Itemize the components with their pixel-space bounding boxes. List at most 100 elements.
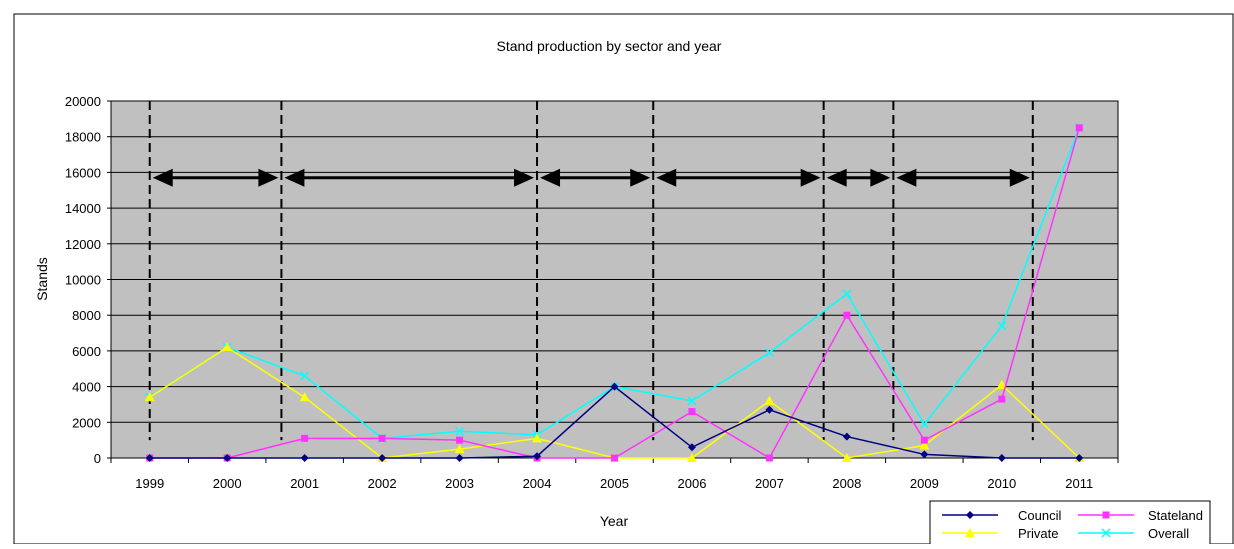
plot-area: 0 2000 4000 6000 8000 10000 12000 14000 16000 180… (65, 94, 1119, 491)
data-point-private (764, 395, 775, 405)
x-tick-label: 2006 (678, 476, 707, 491)
x-marker-stroke (300, 371, 310, 381)
data-point-overall (455, 426, 465, 436)
data-point-council (300, 454, 309, 462)
legend-item-stateland: Stateland (1078, 508, 1203, 523)
period-arrow-head-right (630, 168, 651, 187)
data-point-overall (997, 321, 1007, 331)
legend-box (929, 500, 1211, 549)
data-point-council (1075, 454, 1084, 462)
period-arrow-head-right (258, 168, 279, 187)
data-point-stateland (688, 408, 696, 416)
data-point-private (299, 392, 310, 402)
legend-label: Overall (1148, 526, 1189, 541)
legend-item-private: Private (942, 526, 1058, 541)
period-arrow-head-left (540, 168, 561, 187)
series-council (145, 382, 1084, 462)
y-tick-label: 8000 (72, 308, 101, 323)
data-point-council (610, 382, 619, 391)
data-point-council (997, 454, 1006, 462)
data-point-council (455, 454, 464, 462)
period-arrow-head-left (826, 168, 847, 187)
legend-item-council: Council (942, 508, 1061, 523)
data-point-overall (764, 348, 774, 358)
x-tick-label: 1999 (135, 476, 164, 491)
x-axis-title: Year (600, 513, 629, 529)
x-marker-stroke (997, 321, 1007, 331)
chart-title: Stand production by sector and year (497, 38, 722, 54)
legend-marker-overall (1101, 528, 1111, 538)
data-point-private (222, 342, 233, 352)
data-point-stateland (301, 434, 309, 442)
x-tick-label: 2010 (987, 476, 1016, 491)
legend-marker-council (966, 511, 974, 519)
x-tick-label: 2009 (910, 476, 939, 491)
x-marker-stroke (764, 348, 774, 358)
y-tick-label: 0 (94, 451, 101, 466)
y-tick-label: 18000 (65, 130, 101, 145)
x-marker-stroke (919, 419, 929, 429)
data-point-council (765, 405, 774, 414)
period-arrow (656, 168, 821, 187)
x-marker-stroke (1101, 528, 1111, 538)
legend-marker-private (965, 528, 975, 537)
x-tick-label: 2002 (368, 476, 397, 491)
y-tick-label: 2000 (72, 415, 101, 430)
period-arrow (896, 168, 1030, 187)
x-marker-stroke (687, 396, 697, 406)
data-point-private (919, 440, 930, 450)
x-tick-label: 2001 (290, 476, 319, 491)
period-arrow-head-right (870, 168, 891, 187)
y-tick-label: 10000 (65, 273, 101, 288)
data-point-overall (842, 289, 852, 299)
data-point-stateland (998, 395, 1006, 403)
data-point-stateland (378, 434, 386, 442)
legend-label: Stateland (1148, 508, 1203, 523)
legend-label: Council (1018, 508, 1061, 523)
period-arrow (152, 168, 279, 187)
data-point-overall (687, 396, 697, 406)
period-arrow-head-left (656, 168, 677, 187)
x-tick-label: 2005 (600, 476, 629, 491)
data-point-council (145, 454, 154, 462)
legend-label: Private (1018, 526, 1058, 541)
data-point-stateland (611, 454, 618, 462)
y-axis-title: Stands (34, 257, 50, 301)
x-tick-label: 2004 (523, 476, 552, 491)
legend-marker-stateland (1102, 511, 1110, 519)
period-arrow-head-right (514, 168, 535, 187)
x-tick-label: 2008 (832, 476, 861, 491)
data-point-stateland (456, 436, 464, 444)
period-arrow-head-right (1009, 168, 1030, 187)
data-point-private (532, 433, 543, 443)
period-arrow-head-left (284, 168, 305, 187)
data-point-stateland (1075, 124, 1083, 132)
x-marker-stroke (842, 289, 852, 299)
data-point-stateland (765, 454, 773, 462)
x-marker-stroke (455, 426, 465, 436)
data-point-council (378, 454, 387, 462)
data-point-private (996, 379, 1007, 389)
legend: Council Stateland Private Overall (929, 500, 1211, 549)
y-tick-label: 16000 (65, 165, 101, 180)
y-tick-label: 6000 (72, 344, 101, 359)
data-point-overall (300, 371, 310, 381)
data-point-private (686, 453, 697, 462)
data-point-private (841, 453, 852, 462)
data-point-private (144, 392, 155, 402)
period-arrow (826, 168, 891, 187)
data-point-stateland (843, 311, 851, 319)
data-point-council (687, 443, 696, 452)
period-arrow-head-left (896, 168, 917, 187)
data-point-overall (919, 419, 929, 429)
data-point-council (223, 454, 232, 462)
x-tick-label: 2011 (1065, 476, 1093, 491)
y-tick-label: 14000 (65, 201, 101, 216)
data-point-stateland (920, 436, 928, 444)
x-tick-label: 2003 (445, 476, 474, 491)
period-arrow-head-left (152, 168, 173, 187)
x-tick-label: 2007 (755, 476, 784, 491)
y-tick-label: 4000 (72, 380, 101, 395)
